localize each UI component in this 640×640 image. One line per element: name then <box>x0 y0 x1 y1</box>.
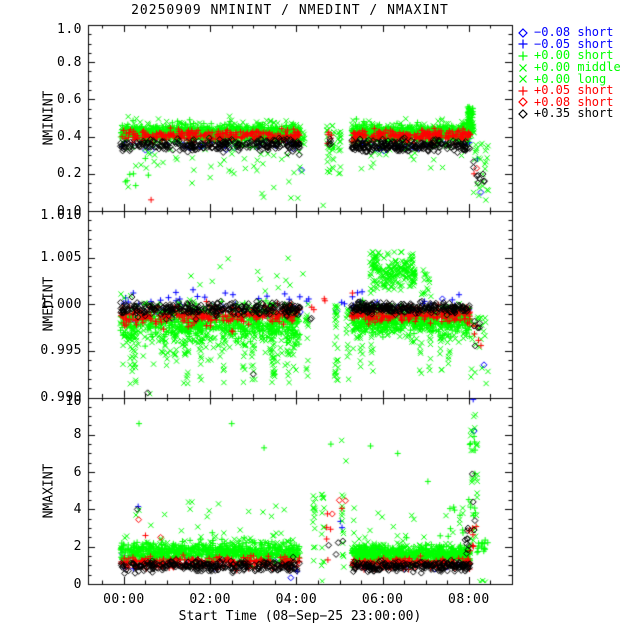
y-tick-label: 1.0 <box>57 21 82 37</box>
legend-symbol-x-icon <box>519 75 527 84</box>
y-tick-label: 10 <box>65 394 82 409</box>
y-tick-label: 0.0 <box>57 203 82 219</box>
legend-item: +0.35 short <box>517 106 621 121</box>
y-tick-label: 1.005 <box>40 250 82 266</box>
legend-symbol-diamond-icon <box>518 27 528 38</box>
y-tick-label: 0 <box>73 576 82 592</box>
y-tick-label: 0.8 <box>57 54 82 70</box>
y-tick-label: 1.000 <box>40 296 82 312</box>
legend-symbol-diamond-icon <box>518 97 528 108</box>
y-tick-label: 4 <box>73 501 82 517</box>
legend-item: −0.08 short <box>517 25 621 40</box>
legend-symbol-plus-icon <box>518 39 528 49</box>
legend-label: −0.08 short <box>534 25 614 40</box>
x-tick-label: 04:00 <box>275 592 318 607</box>
x-tick-label: 06:00 <box>361 592 404 607</box>
legend-label: +0.00 middle <box>534 60 621 75</box>
legend: −0.08 short −0.05 short +0.00 short +0.00 m… <box>517 25 621 121</box>
y-axis-title-nmaxint: NMAXINT <box>41 463 57 519</box>
legend-label: +0.00 long <box>534 71 607 86</box>
y-tick-label: 1.010 <box>40 207 82 223</box>
y-tick-label: 8 <box>73 427 82 443</box>
legend-label: +0.05 short <box>534 83 614 98</box>
legend-item: +0.05 short <box>517 83 621 98</box>
legend-item: +0.00 short <box>517 48 621 63</box>
y-tick-label: 0.995 <box>40 343 82 359</box>
legend-symbol-plus-icon <box>518 86 528 96</box>
plot-title: 20250909 NMININT / NMEDINT / NMAXINT <box>131 3 449 18</box>
y-axis-title-nminint: NMININT <box>41 90 57 146</box>
legend-label: +0.08 short <box>534 94 614 109</box>
legend-label: −0.05 short <box>534 36 614 51</box>
x-tick-label: 02:00 <box>189 592 231 607</box>
legend-item: −0.05 short <box>517 36 621 51</box>
legend-symbol-plus-icon <box>518 51 528 61</box>
legend-label: +0.00 short <box>534 48 614 63</box>
x-axis-title: Start Time (08−Sep−25 23:00:00) <box>178 609 422 624</box>
legend-symbol-diamond-icon <box>518 109 528 119</box>
x-tick-label: 00:00 <box>103 592 145 607</box>
legend-item: +0.00 long <box>517 73 621 85</box>
y-tick-label: 0.6 <box>57 91 82 107</box>
x-tick-label: 08:00 <box>448 592 490 607</box>
y-tick-label: 0.2 <box>57 166 82 182</box>
y-tick-label: 2 <box>73 539 82 555</box>
y-tick-label: 0.4 <box>57 129 82 145</box>
legend-item: +0.08 short <box>517 94 621 109</box>
y-tick-label: 0.990 <box>40 390 82 405</box>
legend-symbol-x-icon <box>519 63 527 72</box>
legend-label: +0.35 short <box>534 106 614 121</box>
legend-item: +0.00 middle <box>517 60 621 75</box>
y-tick-label: 6 <box>73 464 82 480</box>
